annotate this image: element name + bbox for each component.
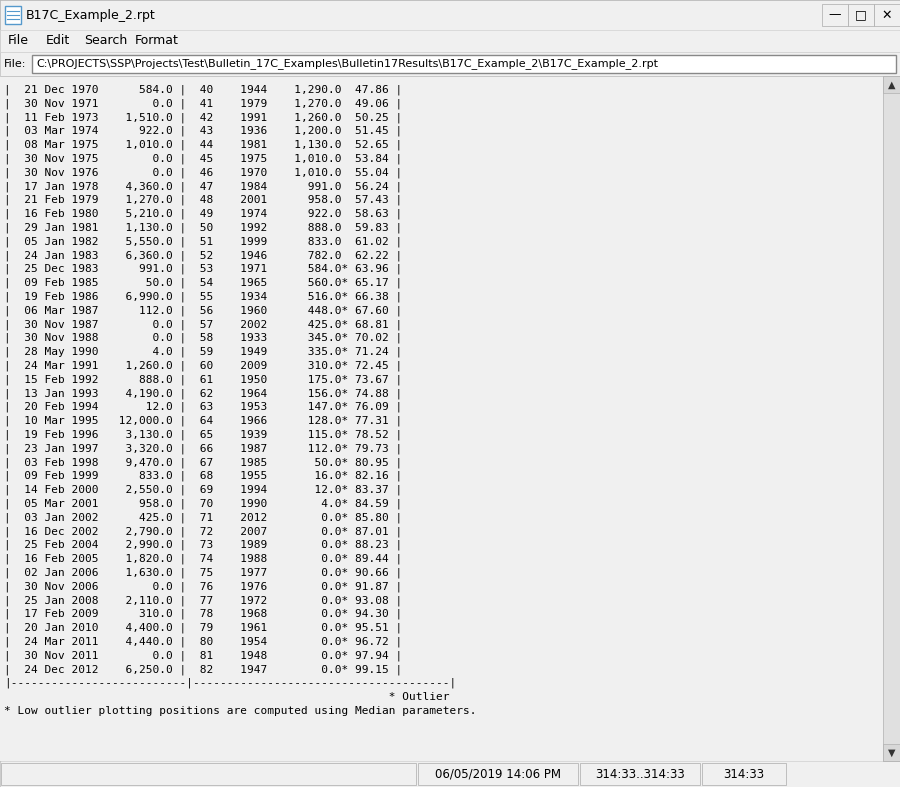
Text: |  13 Jan 1993    4,190.0 |  62    1964      156.0* 74.88 |: | 13 Jan 1993 4,190.0 | 62 1964 156.0* 7…	[4, 388, 402, 399]
Text: |  10 Mar 1995   12,000.0 |  64    1966      128.0* 77.31 |: | 10 Mar 1995 12,000.0 | 64 1966 128.0* …	[4, 416, 402, 427]
Text: * Low outlier plotting positions are computed using Median parameters.: * Low outlier plotting positions are com…	[4, 706, 476, 716]
Text: |  20 Jan 2010    4,400.0 |  79    1961        0.0* 95.51 |: | 20 Jan 2010 4,400.0 | 79 1961 0.0* 95.…	[4, 623, 402, 634]
Text: |  08 Mar 1975    1,010.0 |  44    1981    1,130.0  52.65 |: | 08 Mar 1975 1,010.0 | 44 1981 1,130.0 …	[4, 140, 402, 150]
Text: —: —	[829, 9, 842, 21]
Text: |  30 Nov 1987        0.0 |  57    2002      425.0* 68.81 |: | 30 Nov 1987 0.0 | 57 2002 425.0* 68.81…	[4, 320, 402, 330]
Text: □: □	[855, 9, 867, 21]
Bar	[883, 76, 900, 93]
Bar	[0, 761, 900, 787]
Text: ▲: ▲	[887, 79, 896, 90]
Text: |  11 Feb 1973    1,510.0 |  42    1991    1,260.0  50.25 |: | 11 Feb 1973 1,510.0 | 42 1991 1,260.0 …	[4, 113, 402, 123]
Text: |  24 Mar 2011    4,440.0 |  80    1954        0.0* 96.72 |: | 24 Mar 2011 4,440.0 | 80 1954 0.0* 96.…	[4, 637, 402, 647]
Text: |  30 Nov 1971        0.0 |  41    1979    1,270.0  49.06 |: | 30 Nov 1971 0.0 | 41 1979 1,270.0 49.0…	[4, 98, 402, 109]
Text: |  06 Mar 1987      112.0 |  56    1960      448.0* 67.60 |: | 06 Mar 1987 112.0 | 56 1960 448.0* 67.…	[4, 305, 402, 316]
Text: |  25 Feb 2004    2,990.0 |  73    1989        0.0* 88.23 |: | 25 Feb 2004 2,990.0 | 73 1989 0.0* 88.…	[4, 540, 402, 550]
Text: |  24 Mar 1991    1,260.0 |  60    2009      310.0* 72.45 |: | 24 Mar 1991 1,260.0 | 60 2009 310.0* 7…	[4, 360, 402, 371]
Text: |  20 Feb 1994       12.0 |  63    1953      147.0* 76.09 |: | 20 Feb 1994 12.0 | 63 1953 147.0* 76.0…	[4, 402, 402, 412]
Text: B17C_Example_2.rpt: B17C_Example_2.rpt	[26, 9, 156, 21]
Text: |  24 Dec 2012    6,250.0 |  82    1947        0.0* 99.15 |: | 24 Dec 2012 6,250.0 | 82 1947 0.0* 99.…	[4, 664, 402, 674]
Text: |  02 Jan 2006    1,630.0 |  75    1977        0.0* 90.66 |: | 02 Jan 2006 1,630.0 | 75 1977 0.0* 90.…	[4, 567, 402, 578]
Text: |  19 Feb 1996    3,130.0 |  65    1939      115.0* 78.52 |: | 19 Feb 1996 3,130.0 | 65 1939 115.0* 7…	[4, 430, 402, 440]
Text: |  24 Jan 1983    6,360.0 |  52    1946      782.0  62.22 |: | 24 Jan 1983 6,360.0 | 52 1946 782.0 62…	[4, 250, 402, 260]
Text: |  09 Feb 1999      833.0 |  68    1955       16.0* 82.16 |: | 09 Feb 1999 833.0 | 68 1955 16.0* 82.1…	[4, 471, 402, 482]
Text: C:\PROJECTS\SSP\Projects\Test\Bulletin_17C_Examples\Bulletin17Results\B17C_Examp: C:\PROJECTS\SSP\Projects\Test\Bulletin_1…	[36, 58, 658, 69]
Text: |  19 Feb 1986    6,990.0 |  55    1934      516.0* 66.38 |: | 19 Feb 1986 6,990.0 | 55 1934 516.0* 6…	[4, 291, 402, 302]
Text: |  03 Mar 1974      922.0 |  43    1936    1,200.0  51.45 |: | 03 Mar 1974 922.0 | 43 1936 1,200.0 51…	[4, 126, 402, 136]
Text: |  30 Nov 2011        0.0 |  81    1948        0.0* 97.94 |: | 30 Nov 2011 0.0 | 81 1948 0.0* 97.94 |	[4, 650, 402, 661]
Text: |  21 Feb 1979    1,270.0 |  48    2001      958.0  57.43 |: | 21 Feb 1979 1,270.0 | 48 2001 958.0 57…	[4, 195, 402, 205]
Text: |  30 Nov 1988        0.0 |  58    1933      345.0* 70.02 |: | 30 Nov 1988 0.0 | 58 1933 345.0* 70.02…	[4, 333, 402, 343]
Text: |  23 Jan 1997    3,320.0 |  66    1987      112.0* 79.73 |: | 23 Jan 1997 3,320.0 | 66 1987 112.0* 7…	[4, 443, 402, 454]
Text: |  16 Dec 2002    2,790.0 |  72    2007        0.0* 87.01 |: | 16 Dec 2002 2,790.0 | 72 2007 0.0* 87.…	[4, 527, 402, 537]
Text: |  15 Feb 1992      888.0 |  61    1950      175.0* 73.67 |: | 15 Feb 1992 888.0 | 61 1950 175.0* 73.…	[4, 375, 402, 385]
Text: |  03 Jan 2002      425.0 |  71    2012        0.0* 85.80 |: | 03 Jan 2002 425.0 | 71 2012 0.0* 85.80…	[4, 512, 402, 523]
Text: Search: Search	[84, 35, 127, 47]
Bar	[0, 76, 900, 761]
Bar	[5, 6, 21, 24]
Text: |  14 Feb 2000    2,550.0 |  69    1994       12.0* 83.37 |: | 14 Feb 2000 2,550.0 | 69 1994 12.0* 83…	[4, 485, 402, 495]
Text: |  17 Feb 2009      310.0 |  78    1968        0.0* 94.30 |: | 17 Feb 2009 310.0 | 78 1968 0.0* 94.30…	[4, 609, 402, 619]
Bar	[702, 763, 786, 785]
Text: Edit: Edit	[46, 35, 70, 47]
Text: |  29 Jan 1981    1,130.0 |  50    1992      888.0  59.83 |: | 29 Jan 1981 1,130.0 | 50 1992 888.0 59…	[4, 223, 402, 233]
Bar	[848, 4, 874, 26]
Text: |  16 Feb 1980    5,210.0 |  49    1974      922.0  58.63 |: | 16 Feb 1980 5,210.0 | 49 1974 922.0 58…	[4, 209, 402, 220]
Bar	[822, 4, 848, 26]
Text: |  16 Feb 2005    1,820.0 |  74    1988        0.0* 89.44 |: | 16 Feb 2005 1,820.0 | 74 1988 0.0* 89.…	[4, 554, 402, 564]
Text: Format: Format	[135, 35, 179, 47]
Text: |  17 Jan 1978    4,360.0 |  47    1984      991.0  56.24 |: | 17 Jan 1978 4,360.0 | 47 1984 991.0 56…	[4, 181, 402, 192]
Text: |  05 Jan 1982    5,550.0 |  51    1999      833.0  61.02 |: | 05 Jan 1982 5,550.0 | 51 1999 833.0 61…	[4, 236, 402, 247]
Bar	[874, 4, 900, 26]
Bar	[1, 763, 416, 785]
Text: |  05 Mar 2001      958.0 |  70    1990        4.0* 84.59 |: | 05 Mar 2001 958.0 | 70 1990 4.0* 84.59…	[4, 498, 402, 509]
Bar	[0, 30, 900, 52]
Text: 314:33: 314:33	[724, 767, 765, 781]
Text: ✕: ✕	[882, 9, 892, 21]
Text: |  30 Nov 2006        0.0 |  76    1976        0.0* 91.87 |: | 30 Nov 2006 0.0 | 76 1976 0.0* 91.87 |	[4, 582, 402, 592]
Bar	[418, 763, 578, 785]
Text: ▼: ▼	[887, 748, 896, 758]
Bar	[883, 744, 900, 761]
Bar	[32, 55, 896, 73]
Bar	[0, 52, 900, 76]
Text: |  25 Jan 2008    2,110.0 |  77    1972        0.0* 93.08 |: | 25 Jan 2008 2,110.0 | 77 1972 0.0* 93.…	[4, 595, 402, 606]
Text: File: File	[8, 35, 29, 47]
Bar	[0, 0, 900, 30]
Text: File:: File:	[4, 59, 26, 69]
Text: 314:33..314:33: 314:33..314:33	[595, 767, 685, 781]
Text: |  28 May 1990        4.0 |  59    1949      335.0* 71.24 |: | 28 May 1990 4.0 | 59 1949 335.0* 71.24…	[4, 347, 402, 357]
Text: |  09 Feb 1985       50.0 |  54    1965      560.0* 65.17 |: | 09 Feb 1985 50.0 | 54 1965 560.0* 65.1…	[4, 278, 402, 288]
Text: |  03 Feb 1998    9,470.0 |  67    1985       50.0* 80.95 |: | 03 Feb 1998 9,470.0 | 67 1985 50.0* 80…	[4, 457, 402, 467]
Text: |  30 Nov 1975        0.0 |  45    1975    1,010.0  53.84 |: | 30 Nov 1975 0.0 | 45 1975 1,010.0 53.8…	[4, 153, 402, 164]
Text: 06/05/2019 14:06 PM: 06/05/2019 14:06 PM	[435, 767, 561, 781]
Bar	[580, 763, 700, 785]
Text: |  30 Nov 1976        0.0 |  46    1970    1,010.0  55.04 |: | 30 Nov 1976 0.0 | 46 1970 1,010.0 55.0…	[4, 168, 402, 178]
Text: |  21 Dec 1970      584.0 |  40    1944    1,290.0  47.86 |: | 21 Dec 1970 584.0 | 40 1944 1,290.0 47…	[4, 84, 402, 95]
Text: * Outlier: * Outlier	[4, 692, 449, 702]
Bar	[883, 76, 900, 761]
Text: |--------------------------|--------------------------------------|: |--------------------------|------------…	[4, 678, 456, 689]
Text: |  25 Dec 1983      991.0 |  53    1971      584.0* 63.96 |: | 25 Dec 1983 991.0 | 53 1971 584.0* 63.…	[4, 264, 402, 275]
